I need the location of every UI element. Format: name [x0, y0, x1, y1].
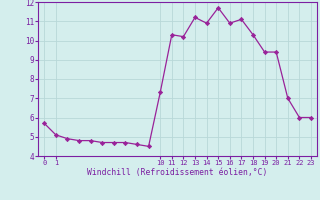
X-axis label: Windchill (Refroidissement éolien,°C): Windchill (Refroidissement éolien,°C): [87, 168, 268, 177]
